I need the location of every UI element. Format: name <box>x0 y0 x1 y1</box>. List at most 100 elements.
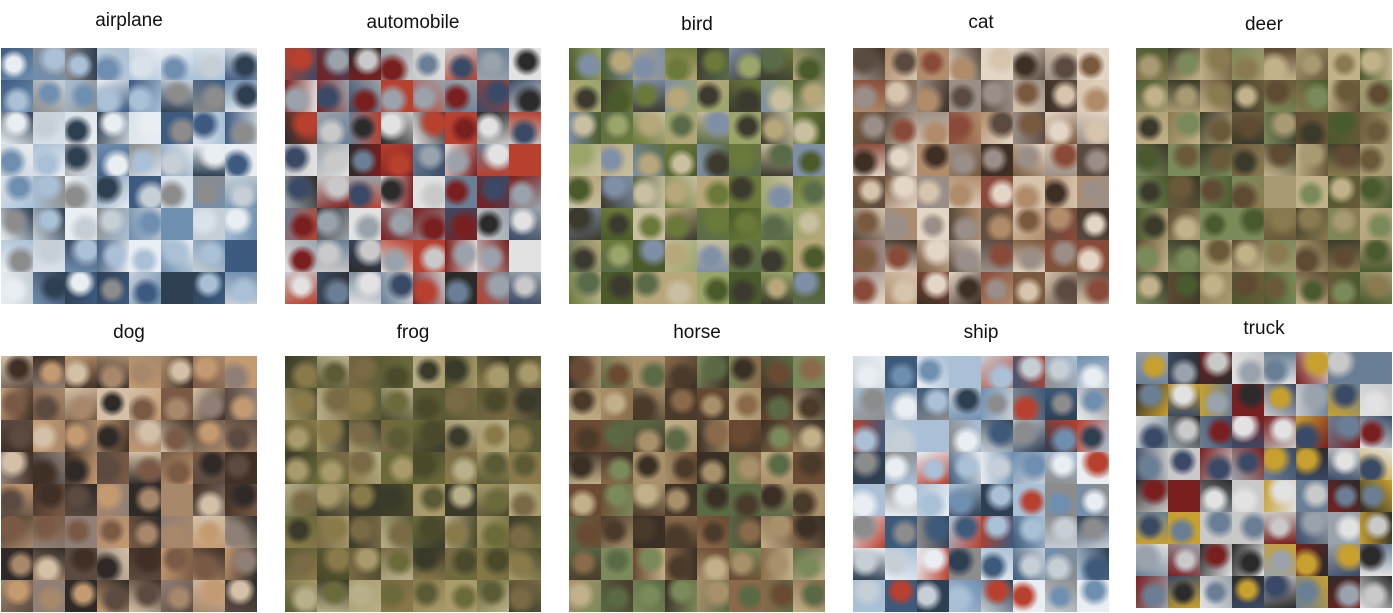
thumbnail-image <box>509 80 541 112</box>
thumbnail-image <box>1296 512 1328 544</box>
thumbnail-image <box>97 240 129 272</box>
thumbnail-image <box>729 580 761 612</box>
thumbnail-image <box>729 452 761 484</box>
thumbnail-image <box>1200 544 1232 576</box>
thumbnail-image <box>129 80 161 112</box>
thumbnail-image <box>1136 272 1168 304</box>
thumbnail-image <box>161 112 193 144</box>
thumbnail-image <box>1 452 33 484</box>
thumbnail-image <box>1013 176 1045 208</box>
thumbnail-image <box>349 80 381 112</box>
thumbnail-image <box>317 112 349 144</box>
thumbnail-image <box>949 144 981 176</box>
image-grid <box>853 48 1109 304</box>
thumbnail-image <box>1 484 33 516</box>
class-label: deer <box>1244 14 1284 35</box>
thumbnail-image <box>761 580 793 612</box>
thumbnail-image <box>381 516 413 548</box>
thumbnail-image <box>917 388 949 420</box>
thumbnail-image <box>1264 208 1296 240</box>
class-label: truck <box>1243 318 1285 339</box>
thumbnail-image <box>761 112 793 144</box>
thumbnail-image <box>793 420 825 452</box>
thumbnail-image <box>477 388 509 420</box>
thumbnail-image <box>445 452 477 484</box>
thumbnail-image <box>665 452 697 484</box>
thumbnail-image <box>981 452 1013 484</box>
thumbnail-image <box>477 80 509 112</box>
thumbnail-image <box>33 80 65 112</box>
thumbnail-image <box>601 208 633 240</box>
thumbnail-image <box>129 48 161 80</box>
thumbnail-image <box>1 240 33 272</box>
thumbnail-image <box>665 356 697 388</box>
thumbnail-image <box>285 208 317 240</box>
thumbnail-image <box>285 388 317 420</box>
thumbnail-image <box>665 112 697 144</box>
image-grid <box>1 48 257 304</box>
thumbnail-image <box>633 356 665 388</box>
thumbnail-image <box>1296 480 1328 512</box>
thumbnail-image <box>665 420 697 452</box>
thumbnail-image <box>917 516 949 548</box>
thumbnail-image <box>569 144 601 176</box>
thumbnail-image <box>1296 80 1328 112</box>
thumbnail-image <box>445 48 477 80</box>
thumbnail-image <box>225 80 257 112</box>
thumbnail-image <box>285 420 317 452</box>
thumbnail-image <box>225 240 257 272</box>
thumbnail-image <box>569 420 601 452</box>
thumbnail-image <box>697 240 729 272</box>
thumbnail-image <box>33 452 65 484</box>
thumbnail-image <box>1360 544 1392 576</box>
thumbnail-image <box>97 420 129 452</box>
thumbnail-image <box>1168 352 1200 384</box>
thumbnail-image <box>601 388 633 420</box>
thumbnail-image <box>697 452 729 484</box>
thumbnail-image <box>981 272 1013 304</box>
thumbnail-image <box>285 452 317 484</box>
class-label: ship <box>963 322 999 343</box>
thumbnail-image <box>225 388 257 420</box>
thumbnail-image <box>761 452 793 484</box>
thumbnail-image <box>349 484 381 516</box>
thumbnail-image <box>65 176 97 208</box>
thumbnail-image <box>65 420 97 452</box>
thumbnail-image <box>1136 480 1168 512</box>
thumbnail-image <box>1013 420 1045 452</box>
thumbnail-image <box>285 272 317 304</box>
thumbnail-image <box>601 452 633 484</box>
thumbnail-image <box>225 208 257 240</box>
thumbnail-image <box>1200 384 1232 416</box>
thumbnail-image <box>477 272 509 304</box>
thumbnail-image <box>1077 388 1109 420</box>
thumbnail-image <box>65 272 97 304</box>
thumbnail-image <box>665 208 697 240</box>
thumbnail-image <box>729 240 761 272</box>
thumbnail-image <box>193 420 225 452</box>
thumbnail-image <box>885 80 917 112</box>
thumbnail-image <box>761 240 793 272</box>
thumbnail-image <box>633 388 665 420</box>
thumbnail-image <box>1360 48 1392 80</box>
thumbnail-image <box>949 388 981 420</box>
thumbnail-image <box>413 580 445 612</box>
thumbnail-image <box>317 272 349 304</box>
thumbnail-image <box>885 48 917 80</box>
thumbnail-image <box>885 176 917 208</box>
thumbnail-image <box>193 356 225 388</box>
thumbnail-image <box>729 144 761 176</box>
thumbnail-image <box>285 356 317 388</box>
thumbnail-image <box>349 144 381 176</box>
thumbnail-image <box>1013 388 1045 420</box>
thumbnail-image <box>445 80 477 112</box>
thumbnail-image <box>633 80 665 112</box>
thumbnail-image <box>1200 112 1232 144</box>
thumbnail-image <box>33 48 65 80</box>
thumbnail-image <box>1232 80 1264 112</box>
thumbnail-image <box>885 240 917 272</box>
thumbnail-image <box>1232 576 1264 608</box>
thumbnail-image <box>509 144 541 176</box>
thumbnail-image <box>1200 80 1232 112</box>
thumbnail-image <box>1168 144 1200 176</box>
